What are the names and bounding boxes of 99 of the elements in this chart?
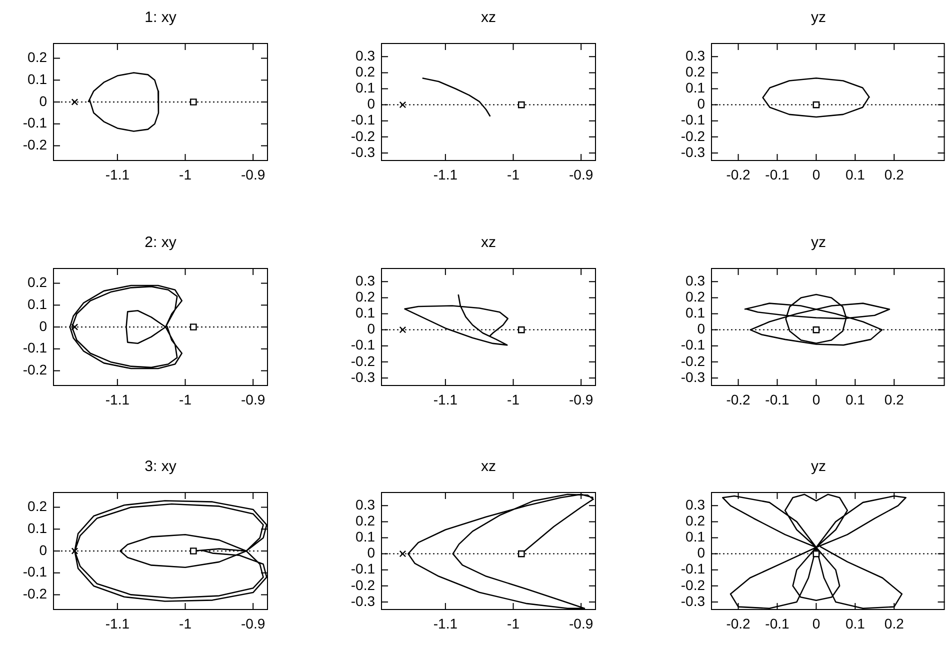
x-tick-label: 0.1 [845,391,866,408]
y-tick-label: -0.3 [350,592,376,609]
y-tick-label: -0.1 [350,112,376,128]
y-tick-label: 0 [367,544,376,561]
y-tick-label: -0.3 [350,144,376,160]
x-tick-label: -0.2 [726,166,751,182]
y-tick-label: -0.2 [22,362,48,378]
x-tick-label: 0.2 [884,166,904,182]
y-tick-label: -0.2 [350,352,376,369]
y-tick-label: 0.2 [686,288,706,305]
y-tick-label: 0.3 [686,48,706,64]
x-tick-label: -0.2 [726,615,751,632]
x-tick-label: -0.9 [569,166,594,182]
y-tick-label: 0.1 [686,528,706,545]
chart-title: 3: xy [144,458,177,476]
y-tick-label: -0.1 [22,340,48,356]
y-tick-label: 0 [697,96,706,112]
x-tick-label: -1 [179,615,192,632]
x-tick-label: -0.1 [765,615,790,632]
y-tick-label: -0.1 [22,564,48,580]
y-tick-label: 0.3 [356,272,376,289]
x-tick-label: -1 [507,391,520,408]
y-tick-label: 0.2 [356,288,376,305]
y-tick-label: 0.2 [356,512,376,529]
x-tick-label: -1 [507,166,520,182]
y-tick-label: 0.1 [356,80,376,96]
y-tick-label: -0.3 [680,592,706,609]
y-tick-label: -0.2 [350,128,376,144]
chart-title: yz [811,9,826,26]
y-tick-label: 0.1 [356,304,376,321]
y-tick-label: -0.2 [350,576,376,593]
chart-title: xz [481,9,496,26]
x-tick-label: -0.9 [241,166,266,182]
x-tick-label: -1.1 [433,166,458,182]
y-tick-label: 0.1 [28,296,48,312]
y-tick-label: 0 [697,544,706,561]
y-tick-label: 0.2 [28,49,48,66]
y-tick-label: -0.1 [350,560,376,577]
y-tick-label: 0.1 [28,520,48,536]
y-tick-label: 0 [39,542,48,558]
y-tick-label: 0 [697,320,706,337]
x-tick-label: -0.9 [241,615,266,632]
y-tick-label: 0.3 [356,48,376,64]
x-tick-label: -1.1 [105,166,130,182]
chart-title: yz [811,234,826,252]
y-tick-label: -0.1 [680,336,706,353]
y-tick-label: 0 [367,96,376,112]
chart-title: 2: xy [144,234,177,252]
x-tick-label: -0.2 [726,391,751,408]
chart-title: yz [811,458,826,476]
y-tick-label: -0.3 [680,144,706,160]
x-tick-label: -0.1 [765,166,790,182]
x-tick-label: -0.9 [569,391,594,408]
y-tick-label: -0.1 [350,336,376,353]
x-tick-label: -1 [507,615,520,632]
y-tick-label: -0.3 [350,368,376,385]
x-tick-label: 0 [812,391,820,408]
x-tick-label: 0.1 [845,166,866,182]
x-tick-label: -1.1 [433,615,458,632]
y-tick-label: -0.2 [680,128,706,144]
x-tick-label: 0.2 [884,391,904,408]
y-tick-label: -0.2 [680,352,706,369]
y-tick-label: 0.3 [356,496,376,513]
chart-title: xz [481,234,496,252]
x-tick-label: 0 [812,166,820,182]
x-tick-label: -0.9 [241,391,266,408]
y-tick-label: 0.1 [28,71,48,88]
y-tick-label: -0.2 [22,586,48,602]
y-tick-label: -0.1 [22,114,48,131]
y-tick-label: 0.2 [28,498,48,514]
y-tick-label: 0.2 [356,64,376,80]
x-tick-label: 0 [812,615,820,632]
x-tick-label: -0.9 [569,615,594,632]
y-tick-label: 0 [39,318,48,334]
x-tick-label: -1.1 [105,615,130,632]
y-tick-label: -0.2 [22,136,48,153]
y-tick-label: 0.3 [686,496,706,513]
chart-title: xz [481,458,496,476]
x-tick-label: -1 [179,166,192,182]
y-tick-label: 0.1 [686,304,706,321]
y-tick-label: 0.2 [686,64,706,80]
y-tick-label: 0.1 [356,528,376,545]
y-tick-label: -0.3 [680,368,706,385]
y-tick-label: 0 [367,320,376,337]
x-tick-label: -1 [179,391,192,408]
x-tick-label: -1.1 [105,391,130,408]
chart-title: 1: xy [144,9,177,26]
y-tick-label: 0.3 [686,272,706,289]
y-tick-label: 0.1 [686,80,706,96]
y-tick-label: 0.2 [686,512,706,529]
x-tick-label: -0.1 [765,391,790,408]
y-tick-label: 0.2 [28,274,48,290]
y-tick-label: -0.2 [680,576,706,593]
y-tick-label: 0 [39,92,48,109]
x-tick-label: -1.1 [433,391,458,408]
y-tick-label: -0.1 [680,560,706,577]
y-tick-label: -0.1 [680,112,706,128]
x-tick-label: 0.1 [845,615,866,632]
x-tick-label: 0.2 [884,615,904,632]
